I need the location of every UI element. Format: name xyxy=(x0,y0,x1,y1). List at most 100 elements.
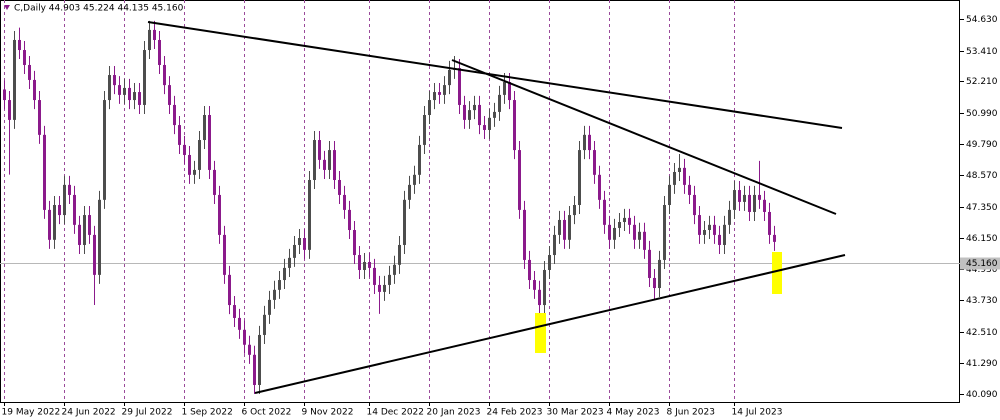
candle-body xyxy=(553,234,556,256)
candle-body xyxy=(518,150,521,210)
candle-body xyxy=(678,167,681,172)
candle-body xyxy=(643,231,646,250)
candle-body xyxy=(283,267,286,281)
menu-icon[interactable] xyxy=(4,5,10,10)
candle-body xyxy=(608,224,611,240)
candle-body xyxy=(583,134,586,151)
candle-body xyxy=(768,211,771,235)
candle-body xyxy=(153,29,156,40)
candles xyxy=(3,20,781,395)
candle-body xyxy=(528,259,531,281)
candle-body xyxy=(418,144,421,175)
candle-body xyxy=(733,190,736,210)
candle-body xyxy=(438,92,441,95)
candle-body xyxy=(173,104,176,126)
candle-body xyxy=(563,219,566,240)
candle-body xyxy=(328,150,331,170)
x-tick-label: 30 Mar 2023 xyxy=(547,408,604,418)
candle-body xyxy=(463,104,466,120)
candle-body xyxy=(628,217,631,225)
candle-body xyxy=(43,134,46,210)
candle-body xyxy=(523,209,526,260)
current-price-label: 45.160 xyxy=(966,259,998,269)
x-tick-label: 14 Dec 2022 xyxy=(367,408,425,418)
candle-body xyxy=(763,199,766,212)
candle-body xyxy=(143,50,146,105)
candle-body xyxy=(203,115,206,141)
candle-body xyxy=(133,92,136,101)
candle-body xyxy=(3,89,6,101)
candle-body xyxy=(303,238,306,250)
x-tick-label: 24 Feb 2023 xyxy=(487,408,543,418)
candle-body xyxy=(93,234,96,275)
candle-body xyxy=(23,50,26,65)
candle-body xyxy=(53,204,56,240)
x-tick-label: 9 Nov 2022 xyxy=(302,408,354,418)
candle-body xyxy=(668,184,671,205)
candle-body xyxy=(503,81,506,95)
candle-body xyxy=(723,224,726,245)
candle-body xyxy=(653,277,656,289)
candle-body xyxy=(288,257,291,268)
candle-body xyxy=(198,140,201,170)
axes: 19 May 2022 24 Jun 2022 29 Jul 2022 1 Sep 2… xyxy=(2,15,1000,418)
candle-body xyxy=(428,100,431,116)
candle-body xyxy=(623,217,626,223)
candle-body xyxy=(108,75,111,101)
candle-body xyxy=(673,171,676,185)
x-tick-label: 19 May 2022 xyxy=(2,408,61,418)
candle-body xyxy=(253,354,256,385)
candle-body xyxy=(593,150,596,175)
candle-body xyxy=(63,184,66,216)
x-tick-label: 6 Oct 2022 xyxy=(242,408,292,418)
candle-body xyxy=(368,261,371,268)
candle-body xyxy=(33,79,36,101)
candle-body xyxy=(263,314,266,335)
candle-body xyxy=(708,224,711,231)
candle-body xyxy=(588,134,591,151)
y-tick-label: 48.570 xyxy=(966,171,998,181)
candle-body xyxy=(168,85,171,105)
candle-body xyxy=(478,104,481,126)
candle-body xyxy=(468,110,471,120)
candle-body xyxy=(73,194,76,225)
x-tick-label: 1 Sep 2022 xyxy=(182,408,233,418)
candle-body xyxy=(638,231,641,240)
candle-body xyxy=(213,169,216,195)
candle-body xyxy=(493,111,496,118)
candle-body xyxy=(683,167,686,185)
candle-body xyxy=(688,184,691,195)
candle-body xyxy=(163,64,166,86)
trend-line xyxy=(254,254,846,394)
trend-line xyxy=(451,59,837,215)
candle-body xyxy=(338,179,341,195)
candle-body xyxy=(138,92,141,105)
candle-body xyxy=(228,274,231,306)
trend-line xyxy=(147,21,843,129)
candle-body xyxy=(38,100,41,135)
candle-body xyxy=(663,204,666,260)
candle-body xyxy=(363,261,366,270)
x-tick-label: 8 Jun 2023 xyxy=(667,408,715,418)
y-tick-label: 40.090 xyxy=(966,390,998,400)
candle-body xyxy=(558,219,561,235)
candle-body xyxy=(603,199,606,225)
candle-body xyxy=(28,64,31,80)
candle-body xyxy=(78,224,81,245)
candle-body xyxy=(648,249,651,278)
candle-body xyxy=(743,194,746,202)
candle-body xyxy=(278,280,281,290)
candle-body xyxy=(233,305,236,318)
candle-body xyxy=(598,174,601,200)
candle-body xyxy=(58,204,61,216)
candle-body xyxy=(348,209,351,231)
candle-body xyxy=(498,94,501,112)
candle-body xyxy=(483,125,486,130)
candle-body xyxy=(323,159,326,170)
candle-body xyxy=(373,267,376,285)
candle-body xyxy=(753,194,756,212)
candle-body xyxy=(658,259,661,289)
candle-body xyxy=(313,140,316,180)
y-tick-label: 43.730 xyxy=(966,296,998,306)
